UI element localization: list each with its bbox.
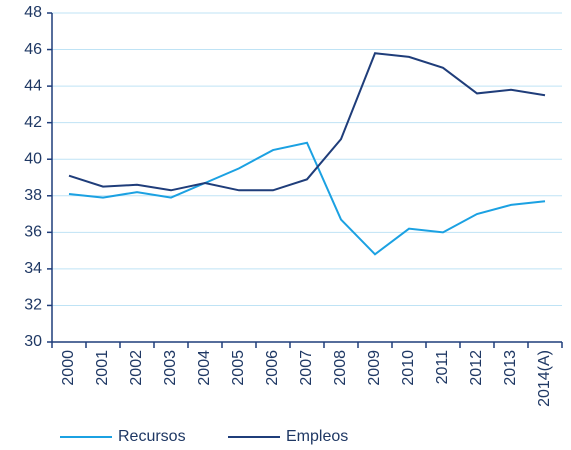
y-tick-label: 46 — [24, 41, 42, 58]
x-tick-label: 2008 — [332, 350, 349, 386]
x-tick-label: 2006 — [264, 350, 281, 386]
x-tick-label: 2007 — [298, 350, 315, 386]
y-tick-label: 48 — [24, 4, 42, 21]
y-tick-label: 34 — [24, 260, 42, 277]
x-tick-label: 2001 — [94, 350, 111, 386]
y-tick-label: 36 — [24, 224, 42, 241]
x-tick-label: 2010 — [400, 350, 417, 386]
x-tick-label: 2003 — [162, 350, 179, 386]
x-tick-label: 2009 — [366, 350, 383, 386]
y-tick-label: 42 — [24, 114, 42, 131]
y-tick-label: 32 — [24, 297, 42, 314]
y-tick-label: 44 — [24, 77, 42, 94]
x-tick-label: 2014(A) — [536, 350, 553, 407]
x-tick-label: 2011 — [434, 350, 451, 385]
y-tick-label: 30 — [24, 333, 42, 350]
series-line — [68, 141, 546, 256]
series-line — [68, 52, 546, 192]
x-tick-label: 2005 — [230, 350, 247, 386]
y-tick-label: 38 — [24, 187, 42, 204]
y-tick-label: 40 — [24, 150, 42, 167]
x-tick-label: 2004 — [196, 350, 213, 386]
x-tick-label: 2002 — [128, 350, 145, 386]
legend-label: Empleos — [286, 428, 348, 445]
legend-label: Recursos — [118, 428, 186, 445]
x-tick-label: 2000 — [60, 350, 77, 386]
x-tick-label: 2012 — [468, 350, 485, 386]
x-tick-label: 2013 — [502, 350, 519, 386]
